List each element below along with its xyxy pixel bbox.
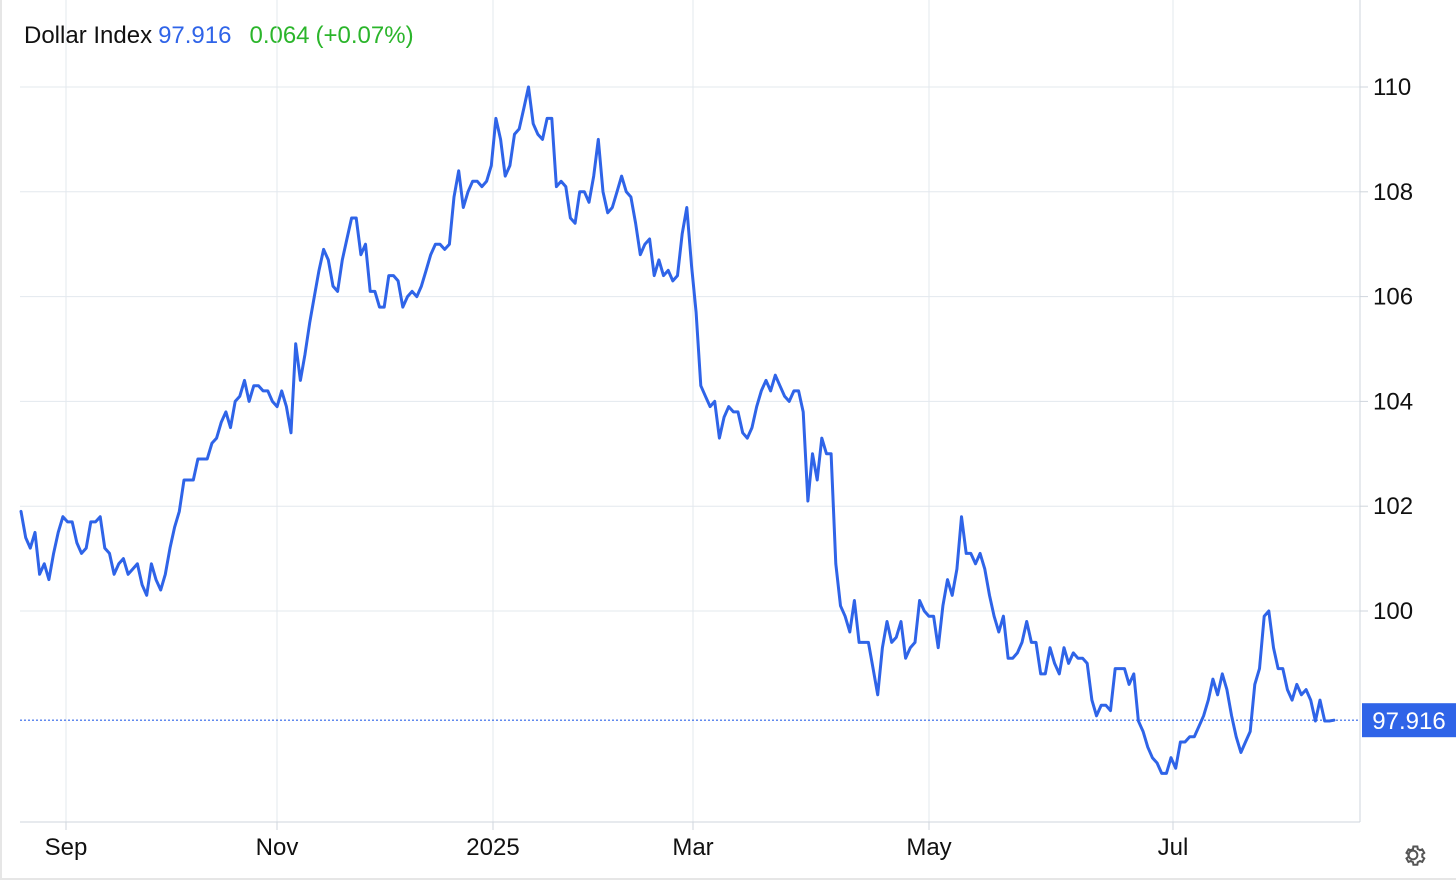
instrument-name: Dollar Index: [24, 22, 153, 49]
last-price: 97.916: [158, 22, 232, 49]
y-tick-label: 104: [1373, 388, 1413, 415]
y-tick-label: 108: [1373, 179, 1413, 206]
y-tick-label: 106: [1373, 284, 1413, 311]
tick-labels: 100 102 104 106 108 110 Sep Nov 2025 Mar May Jul: [45, 74, 1413, 861]
x-tick-label: Jul: [1158, 834, 1189, 861]
x-tick-label: Nov: [256, 834, 299, 861]
price-change: 0.064: [249, 22, 310, 49]
gear-icon[interactable]: [1398, 840, 1428, 870]
chart-header: Dollar Index 97.916 0.064 (+0.07%): [24, 22, 420, 50]
series-layer: 97.916: [19, 85, 1456, 775]
last-price-tag-label: 97.916: [1372, 708, 1445, 735]
y-tick-label: 100: [1373, 598, 1413, 625]
x-tick-label: Mar: [672, 834, 713, 861]
grid-lines: [20, 0, 1360, 822]
price-change-percent: (+0.07%): [315, 22, 414, 49]
x-tick-label: May: [906, 834, 951, 861]
x-tick-label: 2025: [466, 834, 519, 861]
series-line: [19, 85, 1336, 775]
y-tick-label: 102: [1373, 493, 1413, 520]
x-tick-label: Sep: [45, 834, 88, 861]
last-price-tag: [1362, 703, 1456, 738]
axes: [20, 0, 1368, 830]
y-tick-label: 110: [1373, 74, 1411, 101]
